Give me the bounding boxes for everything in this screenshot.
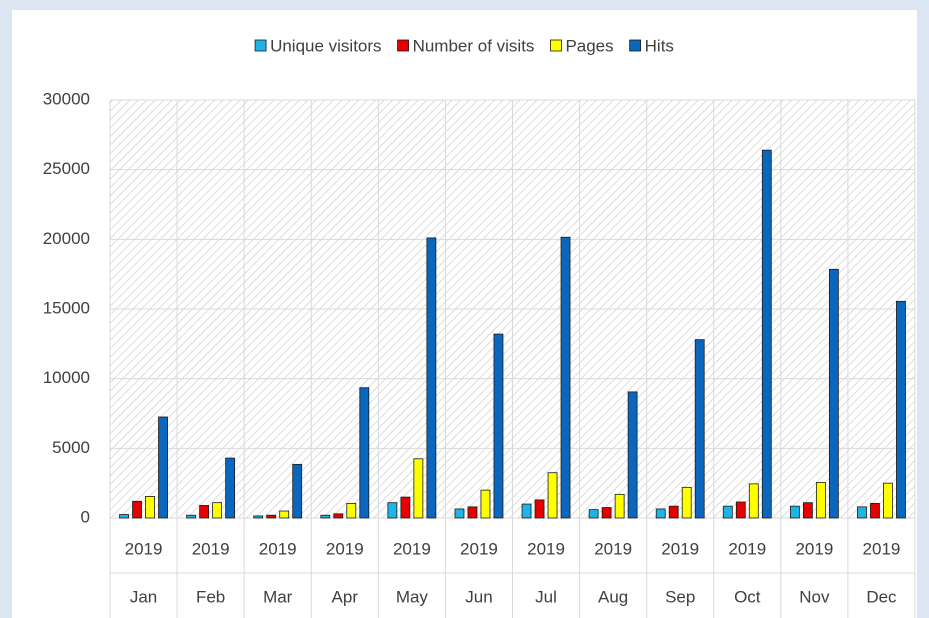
y-tick-label: 25000 (43, 159, 90, 178)
bar (857, 506, 867, 519)
bar (199, 505, 210, 519)
bar (145, 496, 155, 519)
legend-swatch (629, 39, 642, 52)
y-tick-label: 0 (81, 507, 90, 526)
bar (253, 515, 264, 519)
legend-label: Hits (645, 36, 674, 55)
x-tick-label-year: 2019 (259, 539, 297, 558)
x-tick-label: Jan (130, 587, 157, 606)
bar (480, 489, 491, 519)
bar (802, 502, 813, 519)
bar (761, 149, 772, 519)
x-tick-label: Mar (263, 587, 293, 606)
bar (493, 333, 504, 519)
bar (694, 339, 705, 519)
bar (722, 505, 733, 519)
x-tick-label: Jul (535, 587, 557, 606)
bar (212, 502, 223, 519)
bar (883, 482, 893, 519)
x-tick-label-year: 2019 (863, 539, 901, 558)
bar (359, 387, 370, 519)
legend-label: Number of visits (413, 36, 535, 55)
bar (735, 501, 746, 519)
bar (789, 505, 800, 519)
bar (614, 493, 625, 519)
x-tick-label-year: 2019 (192, 539, 230, 558)
x-tick-label-year: 2019 (527, 539, 565, 558)
x-tick-label: May (396, 587, 429, 606)
x-tick-label-year: 2019 (594, 539, 632, 558)
x-tick-label: Feb (196, 587, 225, 606)
legend-swatch (254, 39, 267, 52)
legend-swatch (397, 39, 409, 52)
bar (333, 513, 344, 519)
bar (681, 486, 692, 519)
bar (668, 505, 679, 519)
bar (896, 300, 906, 519)
bar (521, 503, 532, 519)
bar (292, 463, 303, 519)
x-tick-label-year: 2019 (661, 539, 699, 558)
y-tick-label: 5000 (52, 438, 90, 457)
x-tick-label: Aug (598, 587, 628, 606)
x-tick-label: Jun (465, 587, 492, 606)
bar (748, 483, 759, 519)
x-tick-label: Sep (665, 587, 695, 606)
grid (109, 99, 916, 618)
bar (534, 499, 545, 519)
x-tick-label-year: 2019 (795, 539, 833, 558)
bar (400, 496, 411, 519)
bar (870, 502, 880, 519)
x-tick-label-year: 2019 (460, 539, 498, 558)
bar (815, 482, 826, 519)
bar (346, 502, 357, 519)
x-tick-label-year: 2019 (728, 539, 766, 558)
x-tick-label: Apr (332, 587, 359, 606)
bar (158, 416, 168, 519)
x-tick-label: Dec (866, 587, 897, 606)
bar (560, 236, 571, 519)
marks (119, 149, 906, 519)
bar (320, 514, 331, 519)
bar (627, 391, 638, 519)
bar (387, 502, 398, 519)
x-tick-label: Oct (734, 587, 761, 606)
y-tick-label: 30000 (43, 89, 90, 108)
bar (186, 514, 197, 519)
bar (454, 508, 465, 519)
bar (119, 514, 129, 519)
legend-label: Unique visitors (270, 36, 382, 55)
y-tick-label: 15000 (43, 298, 90, 317)
bar (547, 472, 558, 519)
bar (413, 458, 424, 519)
bar (132, 500, 142, 519)
x-tick-label-year: 2019 (326, 539, 364, 558)
bar (467, 506, 478, 519)
legend-swatch (550, 39, 562, 52)
bar (279, 510, 290, 519)
x-tick-label-year: 2019 (125, 539, 163, 558)
bar (588, 509, 599, 519)
legend-label: Pages (565, 36, 613, 55)
bar (828, 268, 839, 519)
bar (266, 514, 277, 519)
x-tick-label-year: 2019 (393, 539, 431, 558)
y-tick-label: 10000 (43, 368, 90, 387)
x-tick-label: Nov (799, 587, 830, 606)
bar (225, 457, 236, 519)
bar (426, 237, 437, 519)
bar (655, 508, 666, 519)
bar (601, 507, 612, 519)
y-tick-label: 20000 (43, 229, 90, 248)
